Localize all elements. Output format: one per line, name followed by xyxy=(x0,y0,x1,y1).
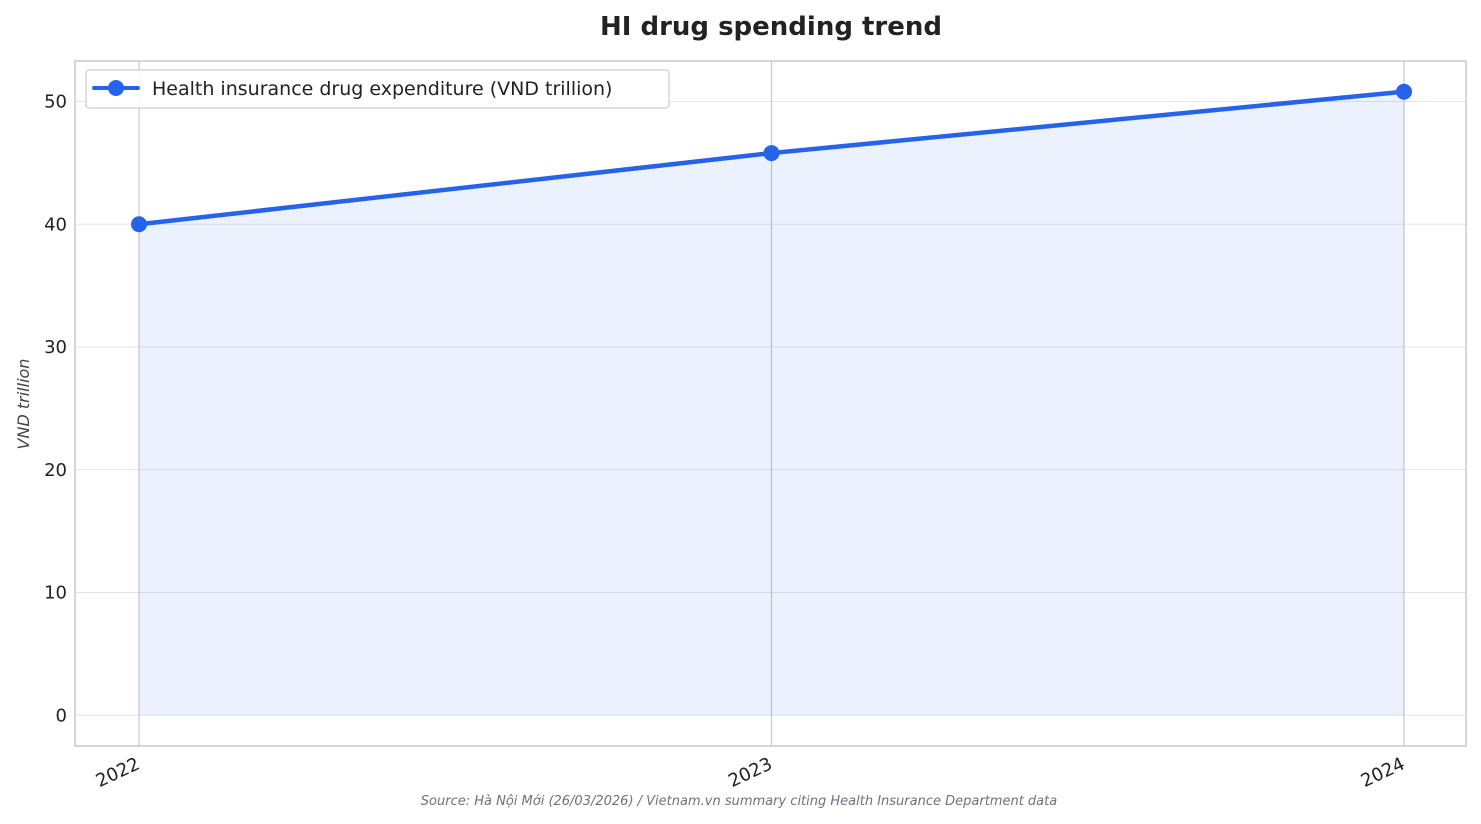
legend: Health insurance drug expenditure (VND t… xyxy=(85,69,670,109)
y-axis-ticks: 0 10 20 30 40 50 xyxy=(44,92,67,727)
data-point-2024 xyxy=(1396,83,1412,100)
area-layer xyxy=(139,91,1404,716)
y-tick-label: 30 xyxy=(44,337,67,358)
legend-box xyxy=(85,69,670,109)
area-fill xyxy=(139,91,1404,716)
y-tick-label: 40 xyxy=(44,214,67,235)
data-point-2022 xyxy=(131,216,147,233)
plot-frame xyxy=(74,60,1467,747)
legend-label: Health insurance drug expenditure (VND t… xyxy=(152,78,612,100)
x-tick-label: 2024 xyxy=(1358,753,1408,791)
y-axis-label: VND trillion xyxy=(14,359,33,450)
chart-title: HI drug spending trend xyxy=(600,12,942,42)
x-tick-label: 2023 xyxy=(725,753,775,791)
y-tick-label: 50 xyxy=(44,92,67,113)
point-layer xyxy=(131,83,1412,233)
data-point-2023 xyxy=(763,145,780,162)
y-tick-label: 0 xyxy=(56,705,67,726)
y-tick-label: 20 xyxy=(44,460,67,481)
source-note: Source: Hà Nội Mới (26/03/2026) / Vietna… xyxy=(421,794,1057,809)
legend-marker-swatch xyxy=(108,80,124,96)
x-tick-label: 2022 xyxy=(93,753,143,791)
y-tick-label: 10 xyxy=(44,583,67,604)
x-axis-ticks: 2022 2023 2024 xyxy=(93,753,1408,791)
